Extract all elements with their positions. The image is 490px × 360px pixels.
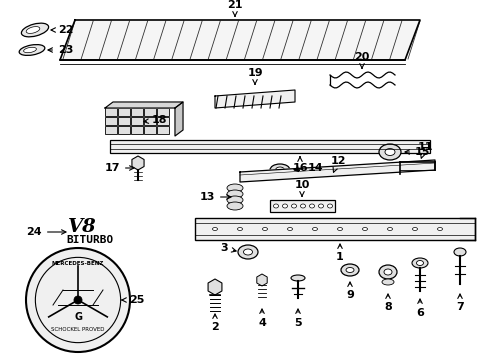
Ellipse shape (288, 228, 293, 230)
Ellipse shape (388, 228, 392, 230)
Bar (105, 117, 117, 125)
Text: 19: 19 (247, 68, 263, 84)
Bar (110, 140, 430, 153)
Bar (131, 108, 143, 116)
Ellipse shape (416, 261, 423, 266)
Ellipse shape (310, 204, 315, 208)
Circle shape (74, 296, 82, 304)
Text: 24: 24 (26, 227, 66, 237)
Bar (270, 200, 335, 212)
Bar (131, 126, 143, 134)
Bar (118, 126, 130, 134)
Text: 7: 7 (456, 294, 464, 312)
Ellipse shape (213, 228, 218, 230)
Ellipse shape (300, 204, 305, 208)
Text: 1: 1 (336, 244, 344, 262)
Text: 25: 25 (122, 295, 144, 305)
Text: 9: 9 (346, 282, 354, 300)
Ellipse shape (227, 202, 243, 210)
Polygon shape (240, 160, 435, 182)
Ellipse shape (313, 228, 318, 230)
Text: 23: 23 (48, 45, 74, 55)
Bar (131, 117, 143, 125)
Text: V8: V8 (68, 218, 97, 236)
Bar (105, 126, 117, 134)
Ellipse shape (227, 184, 243, 192)
Text: 17: 17 (104, 163, 134, 173)
Ellipse shape (22, 23, 49, 37)
Text: 16: 16 (292, 157, 308, 173)
Ellipse shape (454, 248, 466, 256)
Text: 4: 4 (258, 309, 266, 328)
Bar (144, 126, 156, 134)
Text: MERCEDES-BENZ: MERCEDES-BENZ (52, 261, 104, 266)
Ellipse shape (227, 190, 243, 198)
Text: 21: 21 (227, 0, 243, 16)
Ellipse shape (238, 245, 258, 259)
Text: 6: 6 (416, 299, 424, 318)
Text: 20: 20 (354, 52, 369, 68)
Bar (157, 117, 169, 125)
Ellipse shape (379, 265, 397, 279)
Ellipse shape (327, 204, 333, 208)
Bar (118, 108, 130, 116)
Ellipse shape (438, 228, 442, 230)
Ellipse shape (385, 148, 395, 156)
Text: 5: 5 (294, 309, 302, 328)
Ellipse shape (270, 164, 290, 176)
Ellipse shape (412, 258, 428, 268)
Text: 11: 11 (417, 142, 433, 158)
Ellipse shape (24, 47, 36, 53)
Ellipse shape (19, 45, 45, 55)
Ellipse shape (413, 228, 417, 230)
Ellipse shape (379, 144, 401, 160)
Ellipse shape (227, 196, 243, 204)
Text: 15: 15 (405, 147, 430, 157)
Text: 3: 3 (220, 243, 236, 253)
Text: G: G (74, 312, 82, 322)
Bar (118, 117, 130, 125)
Circle shape (26, 248, 130, 352)
Ellipse shape (273, 204, 278, 208)
Ellipse shape (275, 167, 285, 173)
Polygon shape (175, 102, 183, 136)
Ellipse shape (244, 249, 252, 255)
Ellipse shape (318, 204, 323, 208)
Text: SCHOCKEL PROVED: SCHOCKEL PROVED (51, 327, 105, 332)
Ellipse shape (363, 228, 368, 230)
Ellipse shape (384, 269, 392, 275)
Text: 13: 13 (199, 192, 231, 202)
Text: 18: 18 (144, 115, 168, 125)
Text: 22: 22 (51, 25, 74, 35)
Polygon shape (215, 90, 295, 108)
Text: 8: 8 (384, 294, 392, 312)
Text: 14: 14 (294, 163, 323, 173)
Bar (144, 108, 156, 116)
Ellipse shape (382, 279, 394, 285)
Bar (195, 218, 475, 240)
Text: BITURBO: BITURBO (66, 235, 114, 245)
Bar (144, 117, 156, 125)
Text: 2: 2 (211, 314, 219, 332)
Polygon shape (60, 20, 420, 60)
Ellipse shape (292, 204, 296, 208)
Ellipse shape (346, 267, 354, 273)
Ellipse shape (338, 228, 343, 230)
Ellipse shape (291, 275, 305, 281)
Bar (105, 108, 117, 116)
Text: 10: 10 (294, 180, 310, 196)
Ellipse shape (283, 204, 288, 208)
Ellipse shape (341, 264, 359, 276)
Bar (157, 126, 169, 134)
Text: 12: 12 (330, 156, 346, 172)
Ellipse shape (26, 27, 40, 33)
Polygon shape (105, 102, 183, 108)
Bar (157, 108, 169, 116)
Ellipse shape (238, 228, 243, 230)
Ellipse shape (263, 228, 268, 230)
